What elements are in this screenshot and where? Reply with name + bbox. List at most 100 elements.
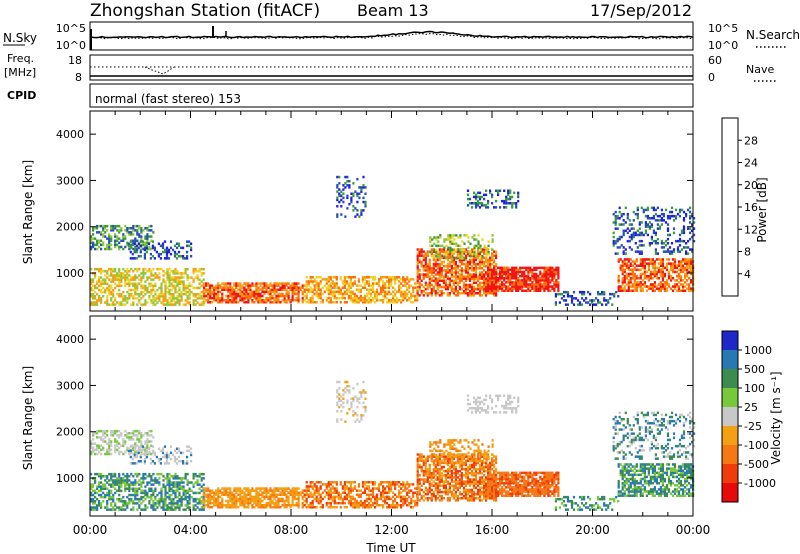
- power-cell: [188, 303, 191, 306]
- power-cell: [174, 301, 177, 304]
- power-cell: [416, 299, 419, 302]
- power-cell: [98, 270, 101, 273]
- velocity-cell: [154, 497, 157, 501]
- velocity-cell: [315, 499, 318, 503]
- power-cell: [424, 269, 427, 272]
- power-cell: [164, 280, 167, 283]
- power-cell: [545, 285, 548, 288]
- power-cell: [535, 279, 538, 282]
- power-cell: [356, 213, 359, 216]
- velocity-cell: [213, 495, 216, 499]
- power-cell: [124, 297, 127, 300]
- power-cell: [342, 192, 345, 195]
- power-cell: [373, 290, 377, 294]
- velocity-cell: [112, 479, 115, 482]
- power-cell: [186, 257, 189, 260]
- power-cell: [539, 287, 542, 290]
- power-cell: [132, 270, 135, 273]
- power-cell: [340, 205, 343, 208]
- power-cell: [627, 258, 630, 261]
- velocity-cell: [313, 489, 316, 492]
- power-cell: [643, 272, 646, 276]
- power-cell: [629, 289, 632, 292]
- velocity-cell: [126, 483, 129, 486]
- power-cell: [491, 274, 494, 278]
- velocity-cell: [233, 487, 236, 490]
- power-cell: [618, 237, 621, 241]
- power-cell: [645, 277, 648, 280]
- power-cell: [466, 283, 470, 287]
- power-cell: [475, 252, 478, 256]
- velocity-cell: [243, 495, 246, 499]
- power-cell: [110, 227, 113, 230]
- power-cell: [525, 274, 528, 278]
- power-cell: [118, 276, 121, 279]
- power-cell: [651, 272, 654, 276]
- power-cell: [94, 243, 97, 247]
- power-cell: [331, 286, 334, 289]
- power-cell: [203, 301, 206, 304]
- power-cell: [621, 289, 624, 292]
- power-cell: [156, 288, 159, 292]
- power-cell: [472, 260, 476, 264]
- power-cell: [285, 288, 288, 291]
- power-cell: [513, 283, 516, 286]
- power-cell: [444, 271, 447, 274]
- power-cell: [190, 276, 193, 279]
- power-cell: [434, 281, 437, 285]
- power-cell: [483, 262, 486, 266]
- power-cell: [106, 299, 109, 302]
- power-cell: [679, 260, 683, 263]
- power-cell: [631, 274, 634, 278]
- velocity-cell: [277, 493, 280, 496]
- power-cell: [474, 271, 478, 274]
- velocity-cell: [217, 489, 220, 492]
- power-cell: [474, 267, 478, 270]
- power-cell: [474, 264, 478, 268]
- power-cell: [357, 278, 360, 281]
- velocity-cell: [329, 495, 332, 499]
- power-cell: [112, 295, 115, 298]
- power-cell: [158, 297, 161, 300]
- power-cell: [489, 189, 492, 192]
- power-cell: [394, 294, 397, 298]
- power-cell: [360, 213, 363, 216]
- velocity-cell: [269, 495, 272, 499]
- velocity-cell: [327, 483, 330, 486]
- power-cell: [239, 294, 242, 298]
- power-cell: [452, 283, 455, 287]
- power-cell: [553, 283, 556, 286]
- power-cell: [136, 284, 139, 288]
- power-cell: [133, 248, 136, 252]
- power-cell: [623, 279, 626, 282]
- power-cell: [635, 287, 638, 290]
- power-cell: [126, 278, 129, 281]
- power-cell: [166, 303, 169, 306]
- power-cell: [452, 281, 455, 285]
- power-cell: [491, 287, 494, 290]
- power-cell: [651, 287, 654, 290]
- power-cell: [430, 277, 433, 280]
- power-cell: [341, 294, 344, 298]
- power-cell: [124, 224, 127, 228]
- power-cell: [667, 272, 671, 276]
- power-cell: [489, 274, 492, 278]
- power-cell: [442, 285, 445, 289]
- power-cell: [525, 266, 528, 270]
- power-cell: [665, 266, 669, 270]
- power-cell: [686, 260, 689, 263]
- power-cell: [357, 288, 360, 291]
- power-cell: [444, 250, 447, 253]
- power-cell: [126, 229, 129, 232]
- power-cell: [149, 257, 152, 260]
- power-cell: [676, 248, 680, 251]
- power-cell: [676, 212, 680, 216]
- power-cell: [677, 272, 681, 276]
- velocity-cell: [333, 495, 336, 499]
- power-cell: [90, 239, 93, 242]
- velocity-cell: [273, 497, 276, 501]
- power-cell: [362, 200, 365, 204]
- power-cell: [124, 276, 127, 279]
- power-cell: [688, 258, 691, 261]
- power-cell: [545, 266, 548, 270]
